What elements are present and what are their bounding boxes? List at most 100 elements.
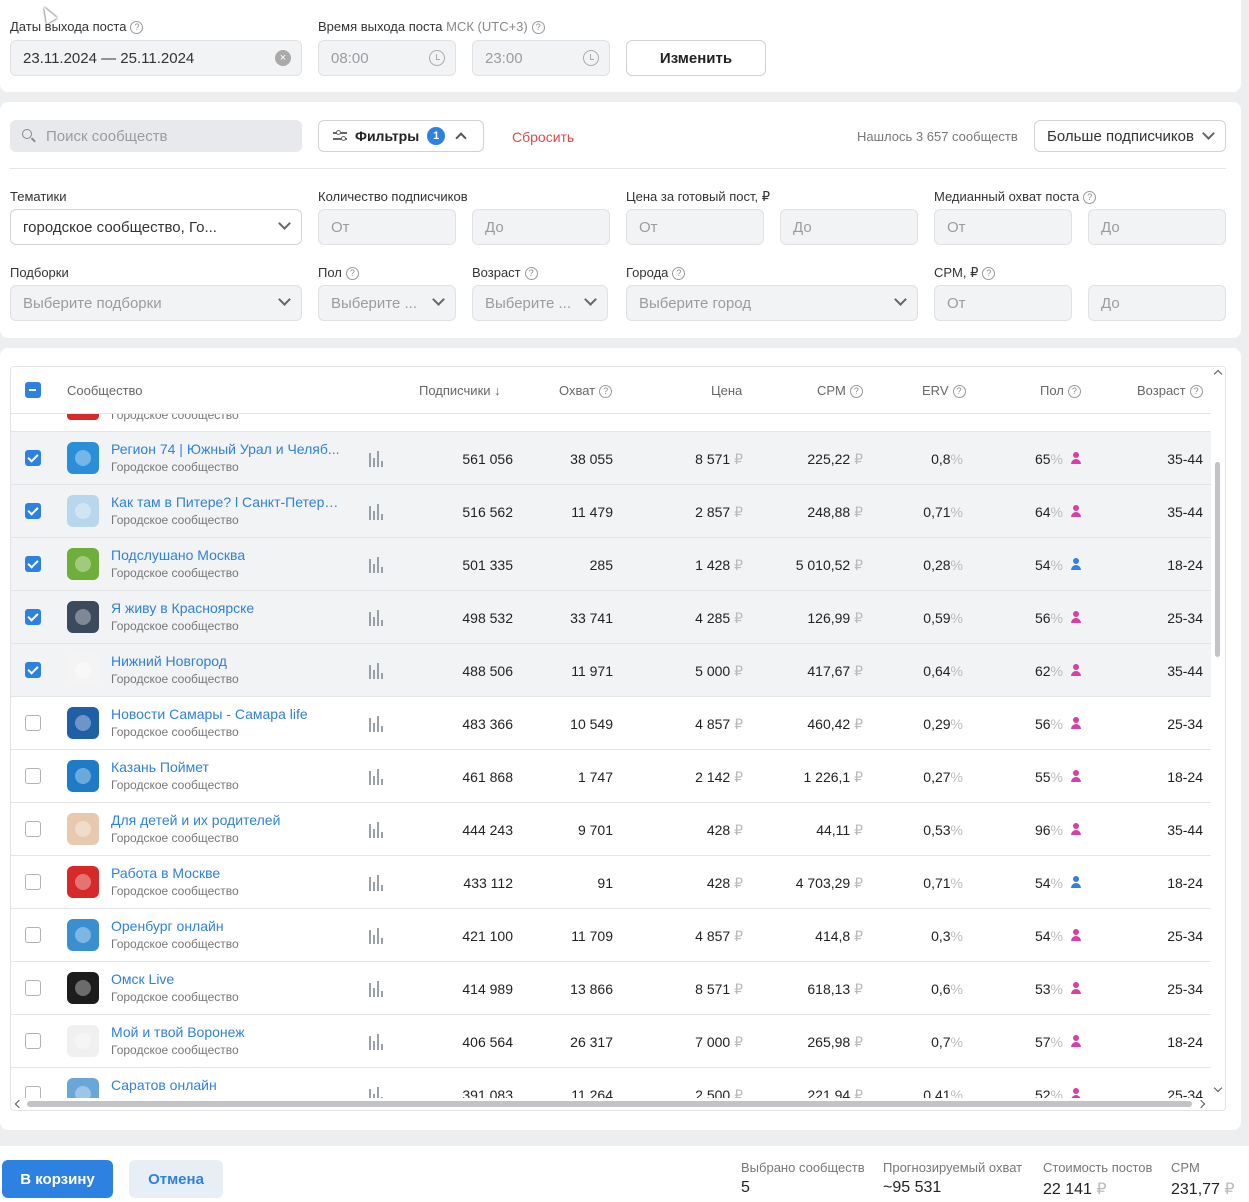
- search-input[interactable]: Поиск сообществ: [10, 120, 302, 152]
- stats-icon[interactable]: [369, 451, 385, 467]
- row-checkbox[interactable]: [25, 927, 41, 943]
- table-row[interactable]: Новости Самары - Самара life Городское со…: [11, 697, 1211, 750]
- header-price[interactable]: Цена: [711, 383, 743, 398]
- table-row[interactable]: Как там в Питере? l Санкт-Петерб... Город…: [11, 485, 1211, 538]
- community-name-link[interactable]: Как там в Питере? l Санкт-Петерб...: [111, 494, 343, 510]
- table-row[interactable]: Работа в Москве Городское сообщество 433 1…: [11, 856, 1211, 909]
- scroll-up-icon[interactable]: [1213, 369, 1223, 379]
- stats-icon[interactable]: [369, 981, 385, 997]
- community-name-link[interactable]: Работа в Москве: [111, 865, 221, 881]
- row-checkbox[interactable]: [25, 609, 41, 625]
- horizontal-scroll-thumb[interactable]: [27, 1101, 1192, 1107]
- subs-from-input[interactable]: От: [318, 209, 456, 245]
- help-icon[interactable]: ?: [1067, 385, 1081, 398]
- reach-from-input[interactable]: От: [934, 209, 1072, 245]
- vertical-scroll-thumb[interactable]: [1215, 462, 1220, 657]
- row-checkbox[interactable]: [25, 821, 41, 837]
- price-from-input[interactable]: От: [626, 209, 764, 245]
- row-checkbox[interactable]: [25, 450, 41, 466]
- table-row[interactable]: Казань Поймет Городское сообщество 461 868…: [11, 750, 1211, 803]
- help-icon[interactable]: ?: [524, 267, 538, 280]
- help-icon[interactable]: ?: [1189, 385, 1203, 398]
- stats-icon[interactable]: [369, 1034, 385, 1050]
- community-name-link[interactable]: Я живу в Красноярске: [111, 600, 255, 616]
- select-all-checkbox[interactable]: [25, 382, 41, 398]
- header-cpm[interactable]: CPM?: [817, 383, 863, 398]
- stats-icon[interactable]: [369, 875, 385, 891]
- help-icon[interactable]: ?: [982, 267, 996, 280]
- stats-icon[interactable]: [369, 663, 385, 679]
- cancel-button[interactable]: Отмена: [129, 1160, 223, 1198]
- row-checkbox[interactable]: [25, 980, 41, 996]
- clear-icon[interactable]: ×: [275, 50, 291, 66]
- help-icon[interactable]: ?: [531, 21, 545, 34]
- stats-icon[interactable]: [369, 610, 385, 626]
- stats-icon[interactable]: [369, 557, 385, 573]
- row-checkbox[interactable]: [25, 874, 41, 890]
- help-icon[interactable]: ?: [130, 21, 144, 34]
- cities-select[interactable]: Выберите город: [626, 285, 918, 321]
- horizontal-scrollbar[interactable]: [11, 1098, 1213, 1110]
- topics-select[interactable]: городское сообщество, Го...: [10, 209, 302, 245]
- sort-select[interactable]: Больше подписчиков: [1034, 120, 1226, 152]
- scroll-left-icon[interactable]: [14, 1099, 24, 1109]
- table-row[interactable]: Регион 74 | Южный Урал и Челяб... Городск…: [11, 432, 1211, 485]
- community-name-link[interactable]: Омск Live: [111, 971, 175, 987]
- row-checkbox[interactable]: [25, 503, 41, 519]
- community-name-link[interactable]: Подслушано Москва: [111, 547, 246, 563]
- scroll-right-icon[interactable]: [1196, 1099, 1206, 1109]
- community-name-link[interactable]: Оренбург онлайн: [111, 918, 224, 934]
- collections-select[interactable]: Выберите подборки: [10, 285, 302, 321]
- cpm-to-input[interactable]: До: [1088, 285, 1226, 321]
- subs-to-input[interactable]: До: [472, 209, 610, 245]
- community-name-link[interactable]: Саратов онлайн: [111, 1077, 217, 1093]
- community-name-link[interactable]: Казань Поймет: [111, 759, 209, 775]
- help-icon[interactable]: ?: [345, 267, 359, 280]
- time-from-field[interactable]: 08:00: [318, 40, 456, 76]
- row-checkbox[interactable]: [25, 1033, 41, 1049]
- header-reach[interactable]: Охват?: [559, 383, 613, 398]
- header-community[interactable]: Сообщество: [67, 383, 143, 398]
- dates-field[interactable]: 23.11.2024 — 25.11.2024 ×: [10, 40, 302, 76]
- stats-icon[interactable]: [369, 769, 385, 785]
- community-name-link[interactable]: Мой и твой Воронеж: [111, 1024, 245, 1040]
- help-icon[interactable]: ?: [599, 385, 613, 398]
- age-select[interactable]: Выберите ...: [472, 285, 608, 321]
- help-icon[interactable]: ?: [849, 385, 863, 398]
- header-age[interactable]: Возраст?: [1137, 383, 1203, 398]
- scroll-down-icon[interactable]: [1213, 1083, 1223, 1093]
- price-to-input[interactable]: До: [780, 209, 918, 245]
- table-row[interactable]: Нижний Новгород Городское сообщество 488 5…: [11, 644, 1211, 697]
- table-row[interactable]: Подслушано Москва Городское сообщество 501…: [11, 538, 1211, 591]
- help-icon[interactable]: ?: [672, 267, 686, 280]
- row-checkbox[interactable]: [25, 715, 41, 731]
- cpm-from-input[interactable]: От: [934, 285, 1072, 321]
- time-to-field[interactable]: 23:00: [472, 40, 610, 76]
- add-to-cart-button[interactable]: В корзину: [2, 1160, 113, 1198]
- community-name-link[interactable]: Регион 74 | Южный Урал и Челяб...: [111, 441, 340, 457]
- row-checkbox[interactable]: [25, 556, 41, 572]
- table-row[interactable]: Для детей и их родителей Городское сообще…: [11, 803, 1211, 856]
- reset-link[interactable]: Сбросить: [512, 129, 575, 145]
- filters-button[interactable]: Фильтры 1: [318, 120, 484, 152]
- help-icon[interactable]: ?: [952, 385, 966, 398]
- header-erv[interactable]: ERV?: [922, 383, 966, 398]
- reach-to-input[interactable]: До: [1088, 209, 1226, 245]
- vertical-scrollbar[interactable]: [1211, 367, 1225, 1110]
- table-row[interactable]: Оренбург онлайн Городское сообщество 421 1…: [11, 909, 1211, 962]
- header-subscribers[interactable]: Подписчики ↓: [419, 383, 501, 398]
- table-row[interactable]: Омск Live Городское сообщество 414 989 13 8…: [11, 962, 1211, 1015]
- sex-select[interactable]: Выберите ...: [318, 285, 456, 321]
- stats-icon[interactable]: [369, 504, 385, 520]
- stats-icon[interactable]: [369, 928, 385, 944]
- table-row[interactable]: Мой и твой Воронеж Городское сообщество 40…: [11, 1015, 1211, 1068]
- change-button[interactable]: Изменить: [626, 40, 766, 76]
- stats-icon[interactable]: [369, 716, 385, 732]
- help-icon[interactable]: ?: [1083, 191, 1097, 204]
- row-checkbox[interactable]: [25, 662, 41, 678]
- row-checkbox[interactable]: [25, 768, 41, 784]
- table-row[interactable]: Я живу в Красноярске Городское сообщество…: [11, 591, 1211, 644]
- community-name-link[interactable]: Новости Самары - Самара life: [111, 706, 308, 722]
- stats-icon[interactable]: [369, 822, 385, 838]
- header-sex[interactable]: Пол?: [1040, 383, 1081, 398]
